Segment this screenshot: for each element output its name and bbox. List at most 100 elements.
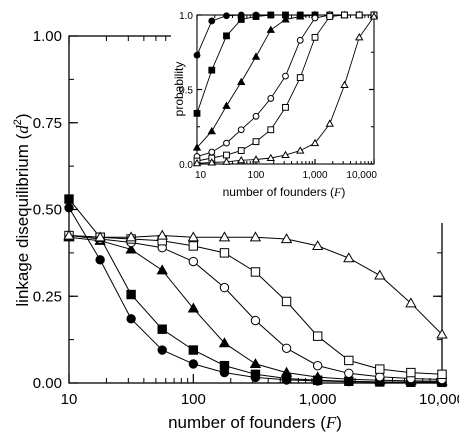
data-point-open-square xyxy=(237,147,245,154)
main-series-group xyxy=(63,194,448,388)
data-point-filled-triangle xyxy=(218,337,231,348)
data-point-open-circle xyxy=(311,14,319,22)
main-tick-labels: 10 100 1,000 10,000 0.00 0.25 0.50 0.75 1.00 xyxy=(33,28,459,408)
data-point-filled-square xyxy=(193,109,201,117)
data-point-filled-square xyxy=(252,13,260,20)
data-point-open-square xyxy=(312,331,323,341)
data-point-filled-triangle xyxy=(187,302,200,313)
data-point-open-circle xyxy=(281,343,292,353)
data-point-open-triangle xyxy=(63,229,75,240)
data-point-open-square xyxy=(437,369,447,380)
inset-background xyxy=(171,8,449,223)
data-point-open-circle xyxy=(282,72,289,80)
x-tick-label: 100 xyxy=(248,170,265,181)
x-tick-label: 100 xyxy=(181,391,206,408)
data-point-open-triangle xyxy=(125,231,137,242)
data-point-open-square xyxy=(355,11,363,19)
data-point-open-circle xyxy=(237,126,245,134)
data-point-open-triangle xyxy=(94,231,106,242)
data-point-open-square xyxy=(296,74,304,81)
data-point-filled-triangle xyxy=(156,264,168,275)
data-point-filled-triangle xyxy=(343,373,355,384)
data-point-filled-square xyxy=(126,289,136,300)
data-point-open-circle xyxy=(296,36,304,44)
data-point-filled-circle xyxy=(193,51,201,59)
data-point-open-circle xyxy=(208,148,216,156)
data-point-filled-circle xyxy=(157,345,167,355)
data-point-open-triangle xyxy=(374,269,386,280)
data-point-filled-triangle xyxy=(266,25,275,33)
x-tick-label: 10,000 xyxy=(346,170,377,181)
data-point-open-square xyxy=(219,248,230,258)
data-point-filled-triangle xyxy=(311,371,324,382)
data-point-open-triangle xyxy=(325,119,334,127)
data-point-open-square xyxy=(282,103,289,111)
x-tick-label: 1,000 xyxy=(302,170,327,181)
inset-x-axis-label: number of founders (F) xyxy=(223,185,346,199)
data-point-filled-triangle xyxy=(249,358,262,369)
data-point-filled-circle xyxy=(126,314,136,324)
data-point-open-square xyxy=(375,364,385,374)
y-tick-label: 0.5 xyxy=(179,86,193,97)
data-point-open-square xyxy=(341,11,348,19)
data-point-open-circle xyxy=(188,256,199,267)
data-point-open-triangle xyxy=(343,252,355,263)
data-point-filled-triangle xyxy=(222,101,231,109)
data-point-filled-square xyxy=(223,32,230,40)
data-point-open-square xyxy=(252,138,260,146)
data-point-filled-square xyxy=(267,11,275,19)
y-tick-label: 0.00 xyxy=(33,375,62,392)
data-point-filled-square xyxy=(64,194,74,204)
data-point-open-circle xyxy=(344,368,354,378)
data-point-filled-circle xyxy=(208,17,216,25)
data-point-open-triangle xyxy=(405,297,417,308)
inset-y-axis-label: probability xyxy=(172,62,186,117)
data-point-open-triangle xyxy=(369,12,379,20)
data-point-open-triangle xyxy=(281,150,290,159)
data-point-open-triangle xyxy=(218,231,231,242)
data-point-open-triangle xyxy=(237,155,246,164)
y-tick-label: 0.0 xyxy=(179,160,193,171)
data-point-open-circle xyxy=(223,139,230,147)
x-tick-label: 10 xyxy=(195,170,207,181)
data-point-open-triangle xyxy=(156,229,168,240)
data-point-open-triangle xyxy=(310,138,320,147)
data-point-open-circle xyxy=(250,315,261,326)
data-point-filled-circle xyxy=(250,372,261,383)
data-point-open-triangle xyxy=(296,146,305,154)
data-point-filled-square xyxy=(188,345,199,355)
data-point-filled-triangle xyxy=(207,126,216,135)
data-point-open-square xyxy=(281,296,292,307)
data-point-open-square xyxy=(344,355,354,366)
data-point-filled-square xyxy=(237,16,245,23)
data-point-filled-triangle xyxy=(280,366,293,377)
data-point-open-triangle xyxy=(207,158,216,166)
data-point-open-triangle xyxy=(266,153,275,162)
data-point-open-triangle xyxy=(222,157,231,165)
data-point-open-triangle xyxy=(251,155,261,163)
data-point-open-triangle xyxy=(187,231,200,242)
main-y-axis-label: linkage disequilibrium (d2) xyxy=(12,113,32,306)
data-point-open-circle xyxy=(267,95,275,102)
y-tick-label: 0.50 xyxy=(33,202,62,219)
data-point-open-square xyxy=(406,367,416,378)
data-point-filled-triangle xyxy=(125,243,137,254)
y-tick-label: 1.0 xyxy=(179,11,193,22)
x-tick-label: 1,000 xyxy=(299,391,337,408)
data-point-filled-square xyxy=(157,324,167,334)
y-tick-label: 0.75 xyxy=(33,115,62,132)
x-tick-label: 10,000 xyxy=(419,391,459,408)
data-point-open-square xyxy=(326,13,334,20)
data-point-filled-circle xyxy=(281,375,292,385)
data-point-open-triangle xyxy=(436,328,448,339)
data-point-open-square xyxy=(223,151,230,159)
data-point-filled-square xyxy=(208,66,216,74)
y-tick-label: 0.25 xyxy=(33,288,62,305)
data-point-filled-triangle xyxy=(296,12,305,20)
series-line-filled-square xyxy=(68,198,442,383)
data-point-open-circle xyxy=(312,360,323,371)
data-point-open-circle xyxy=(252,112,260,120)
y-tick-label: 1.00 xyxy=(33,28,62,45)
data-point-filled-circle xyxy=(188,359,199,369)
